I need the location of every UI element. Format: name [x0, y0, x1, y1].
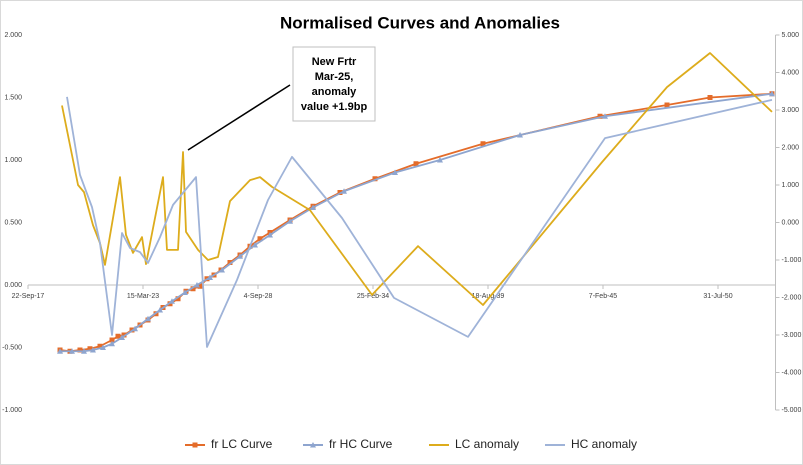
y2-tick-label: 2.000 — [782, 144, 800, 151]
marker — [132, 325, 139, 332]
marker — [87, 346, 93, 352]
y-tick-label: 1.500 — [4, 94, 22, 101]
marker — [57, 348, 64, 354]
y-tick-label: 2.000 — [4, 32, 22, 39]
marker — [310, 204, 317, 210]
legend-label: HC anomaly — [571, 437, 637, 451]
legend-label: LC anomaly — [455, 437, 519, 451]
marker — [77, 347, 83, 353]
legend-marker — [310, 442, 316, 448]
y-tick-label: 1.000 — [4, 157, 22, 164]
y-tick-label: -0.500 — [2, 344, 22, 351]
marker — [175, 296, 181, 302]
marker — [517, 132, 524, 138]
marker — [252, 242, 259, 248]
marker — [707, 95, 713, 100]
marker — [227, 260, 233, 265]
marker — [267, 232, 274, 238]
x-tick-label: 4-Sep-28 — [244, 293, 273, 300]
annotation: New Frtr Mar-25, anomaly value +1.9bp — [301, 56, 368, 113]
legend-marker — [192, 442, 198, 448]
marker — [99, 344, 106, 350]
marker — [341, 188, 348, 194]
x-tick-label: 31-Jul-50 — [703, 293, 732, 300]
y2-tick-label: 4.000 — [782, 69, 800, 76]
marker — [436, 157, 443, 163]
annotation-box — [292, 46, 376, 122]
marker — [480, 141, 486, 147]
marker — [392, 169, 399, 175]
y-tick-label: 0.000 — [4, 282, 22, 289]
marker — [109, 337, 115, 343]
marker — [68, 348, 75, 354]
marker — [219, 267, 226, 273]
series-line — [66, 96, 773, 348]
y2-tick-label: 0.000 — [782, 219, 800, 226]
marker — [197, 283, 203, 289]
marker — [89, 347, 96, 353]
annotation-text: anomaly — [312, 86, 358, 98]
y2-tick-label: -5.000 — [782, 407, 802, 414]
marker — [287, 218, 294, 224]
legend-item: fr HC Curve — [303, 437, 393, 451]
y2-tick-label: -4.000 — [782, 369, 802, 376]
marker — [81, 348, 88, 354]
legend-item: fr LC Curve — [185, 437, 273, 451]
marker — [190, 286, 196, 292]
marker — [168, 298, 175, 304]
y-tick-label: 0.500 — [4, 219, 22, 226]
y2-tick-label: -3.000 — [782, 332, 802, 339]
marker — [119, 334, 126, 340]
marker — [768, 90, 775, 97]
annotation-text: value +1.9bp — [301, 101, 368, 113]
marker — [206, 274, 213, 280]
x-tick-label: 7-Feb-45 — [589, 293, 618, 300]
marker — [597, 113, 603, 119]
marker — [193, 282, 200, 288]
legend-item: LC anomaly — [429, 437, 519, 451]
legend-item: HC anomaly — [545, 437, 637, 451]
x-tick-label: 22-Sep-17 — [12, 293, 45, 300]
x-tick-label: 15-Mar-23 — [127, 293, 159, 300]
marker — [602, 113, 609, 119]
y2-tick-label: -2.000 — [782, 294, 802, 301]
marker — [413, 161, 419, 167]
marker — [257, 236, 263, 242]
y-tick-label: -1.000 — [2, 407, 22, 414]
annotation-text: Mar-25, — [315, 71, 354, 83]
annotation-pointer — [187, 84, 291, 151]
y2-tick-label: 1.000 — [782, 182, 800, 189]
marker — [109, 340, 116, 347]
marker — [121, 332, 127, 338]
y2-tick-label: 3.000 — [782, 107, 800, 114]
marker — [181, 289, 188, 295]
marker — [115, 333, 121, 339]
legend-label: fr LC Curve — [211, 437, 273, 451]
marker — [145, 315, 152, 322]
x-tick-label: 25-Feb-34 — [357, 293, 389, 300]
marker — [664, 102, 670, 108]
chart-title: Normalised Curves and Anomalies — [280, 13, 560, 32]
marker — [237, 253, 244, 259]
marker — [372, 176, 378, 182]
annotation-text: New Frtr — [312, 56, 357, 68]
marker — [157, 307, 164, 313]
legend-label: fr HC Curve — [329, 437, 393, 451]
x-tick-label: 18-Aug-39 — [472, 293, 505, 300]
y2-tick-label: 5.000 — [782, 32, 800, 39]
y2-tick-label: -1.000 — [782, 257, 802, 264]
marker — [97, 343, 103, 349]
